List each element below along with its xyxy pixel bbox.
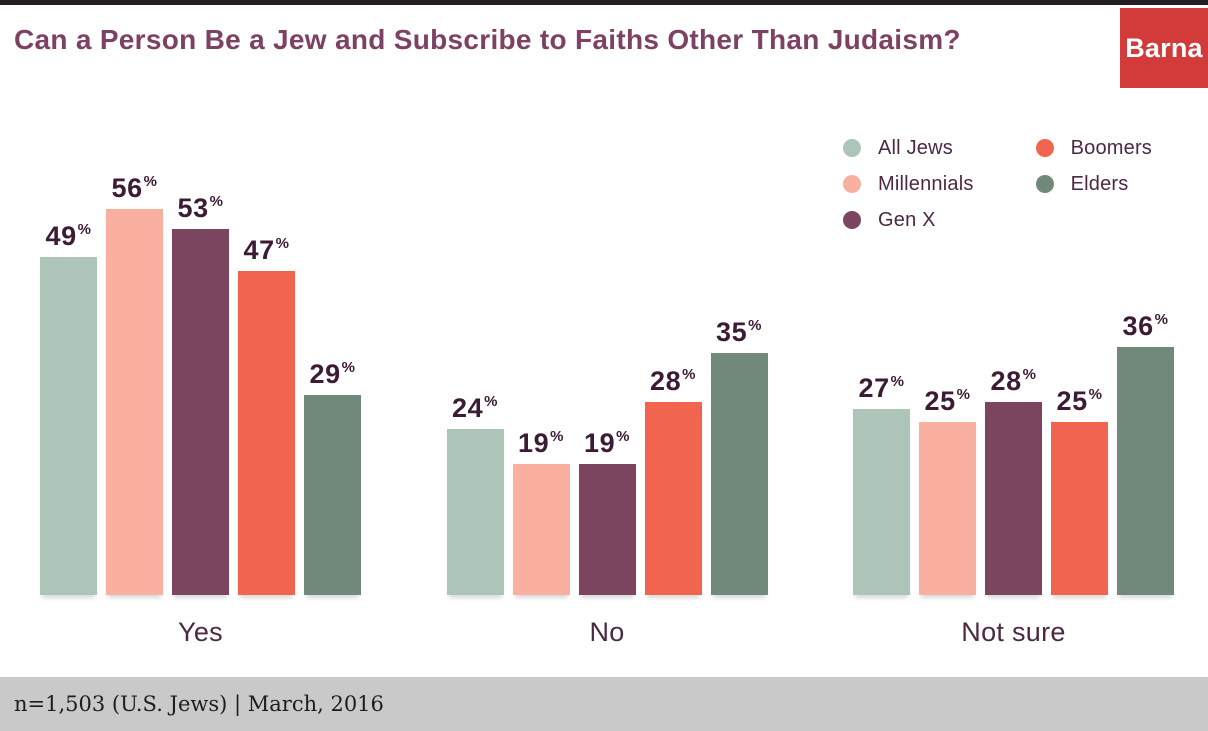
bar-all-jews-no bbox=[446, 429, 504, 595]
legend-label: All Jews bbox=[878, 136, 953, 159]
bar-millennials-not-sure bbox=[919, 422, 976, 595]
bar-value-label: 47% bbox=[243, 235, 290, 265]
legend-label: Boomers bbox=[1070, 136, 1153, 159]
legend-dot-icon bbox=[1035, 175, 1054, 193]
bar-col-gen-x: 53% bbox=[172, 95, 229, 595]
bar-gen-x-no bbox=[578, 464, 636, 595]
bar-col-gen-x: 19% bbox=[578, 95, 636, 595]
bar-gen-x-yes bbox=[172, 229, 229, 595]
legend-dot-icon bbox=[843, 139, 861, 157]
legend-label: Gen X bbox=[878, 208, 936, 231]
category-label-not-sure: Not sure bbox=[961, 617, 1066, 647]
bar-all-jews-not-sure bbox=[853, 409, 910, 595]
bar-boomers-no bbox=[644, 402, 702, 595]
bar-all-jews-yes bbox=[40, 257, 97, 595]
bar-value-label: 49% bbox=[45, 221, 92, 251]
bar-col-elders: 35% bbox=[710, 95, 768, 595]
legend-item-gen-x: Gen X bbox=[843, 202, 974, 238]
bar-value-label: 25% bbox=[1056, 386, 1103, 416]
bar-col-boomers: 47% bbox=[238, 95, 295, 595]
bar-elders-not-sure bbox=[1117, 347, 1174, 595]
bar-value-label: 24% bbox=[452, 393, 498, 423]
bar-group-not-sure: 27% 25% 28% 25% 36% Not sure bbox=[853, 95, 1174, 648]
bar-millennials-no bbox=[512, 464, 570, 595]
bar-col-boomers: 25% bbox=[1051, 95, 1108, 595]
bar-col-elders: 36% bbox=[1117, 95, 1174, 595]
bar-boomers-not-sure bbox=[1051, 422, 1108, 595]
footer-bar: n=1,503 (U.S. Jews) | March, 2016 bbox=[0, 677, 1208, 731]
legend-dot-icon bbox=[843, 211, 861, 229]
bar-value-label: 28% bbox=[990, 366, 1037, 396]
bar-col-elders: 29% bbox=[304, 95, 361, 595]
category-label-yes: Yes bbox=[178, 617, 223, 647]
bar-value-label: 35% bbox=[716, 317, 762, 347]
legend-dot-icon bbox=[1035, 139, 1054, 157]
barna-logo: Barna bbox=[1120, 8, 1208, 88]
legend-label: Elders bbox=[1070, 172, 1129, 195]
sample-note: n=1,503 (U.S. Jews) | March, 2016 bbox=[14, 692, 384, 716]
bar-value-label: 28% bbox=[650, 366, 696, 396]
bar-group-yes: 49% 56% 53% 47% 29% Yes bbox=[40, 95, 361, 648]
legend-item-millennials: Millennials bbox=[843, 166, 974, 202]
chart-groups: 49% 56% 53% 47% 29% Yes 24% 19% 19% 28% 35% No 27% 25… bbox=[40, 95, 1174, 648]
bar-group-no: 24% 19% 19% 28% 35% No bbox=[446, 95, 768, 648]
legend-dot-icon bbox=[843, 175, 861, 193]
bars-row: 27% 25% 28% 25% 36% bbox=[853, 95, 1174, 595]
bar-value-label: 29% bbox=[309, 359, 356, 389]
bar-millennials-yes bbox=[106, 209, 163, 595]
bar-col-boomers: 28% bbox=[644, 95, 702, 595]
barna-logo-text: Barna bbox=[1125, 32, 1203, 63]
legend-item-boomers: Boomers bbox=[1035, 130, 1153, 166]
bar-col-millennials: 19% bbox=[512, 95, 570, 595]
bar-elders-yes bbox=[304, 395, 361, 595]
bar-value-label: 56% bbox=[111, 173, 158, 203]
top-border-strip bbox=[0, 0, 1208, 5]
bars-row: 24% 19% 19% 28% 35% bbox=[446, 95, 768, 595]
legend-label: Millennials bbox=[878, 172, 974, 195]
bar-col-gen-x: 28% bbox=[985, 95, 1042, 595]
legend-item-elders: Elders bbox=[1035, 166, 1152, 202]
bar-elders-no bbox=[710, 353, 768, 595]
bar-col-all-jews: 27% bbox=[853, 95, 910, 595]
bar-col-millennials: 25% bbox=[919, 95, 976, 595]
legend-item-all-jews: All Jews bbox=[843, 130, 974, 166]
bar-value-label: 53% bbox=[177, 193, 224, 223]
bar-value-label: 27% bbox=[858, 373, 905, 403]
bars-row: 49% 56% 53% 47% 29% bbox=[40, 95, 361, 595]
bar-value-label: 19% bbox=[584, 428, 630, 458]
bar-col-millennials: 56% bbox=[106, 95, 163, 595]
page-title: Can a Person Be a Jew and Subscribe to F… bbox=[14, 24, 961, 55]
bar-gen-x-not-sure bbox=[985, 402, 1042, 595]
bar-value-label: 19% bbox=[518, 428, 564, 458]
bar-value-label: 25% bbox=[924, 386, 971, 416]
legend: All Jews Millennials Gen X Boomers Elders bbox=[843, 130, 1152, 238]
bar-col-all-jews: 49% bbox=[40, 95, 97, 595]
bar-value-label: 36% bbox=[1122, 311, 1169, 341]
bar-boomers-yes bbox=[238, 271, 295, 595]
bar-col-all-jews: 24% bbox=[446, 95, 504, 595]
category-label-no: No bbox=[589, 617, 625, 647]
